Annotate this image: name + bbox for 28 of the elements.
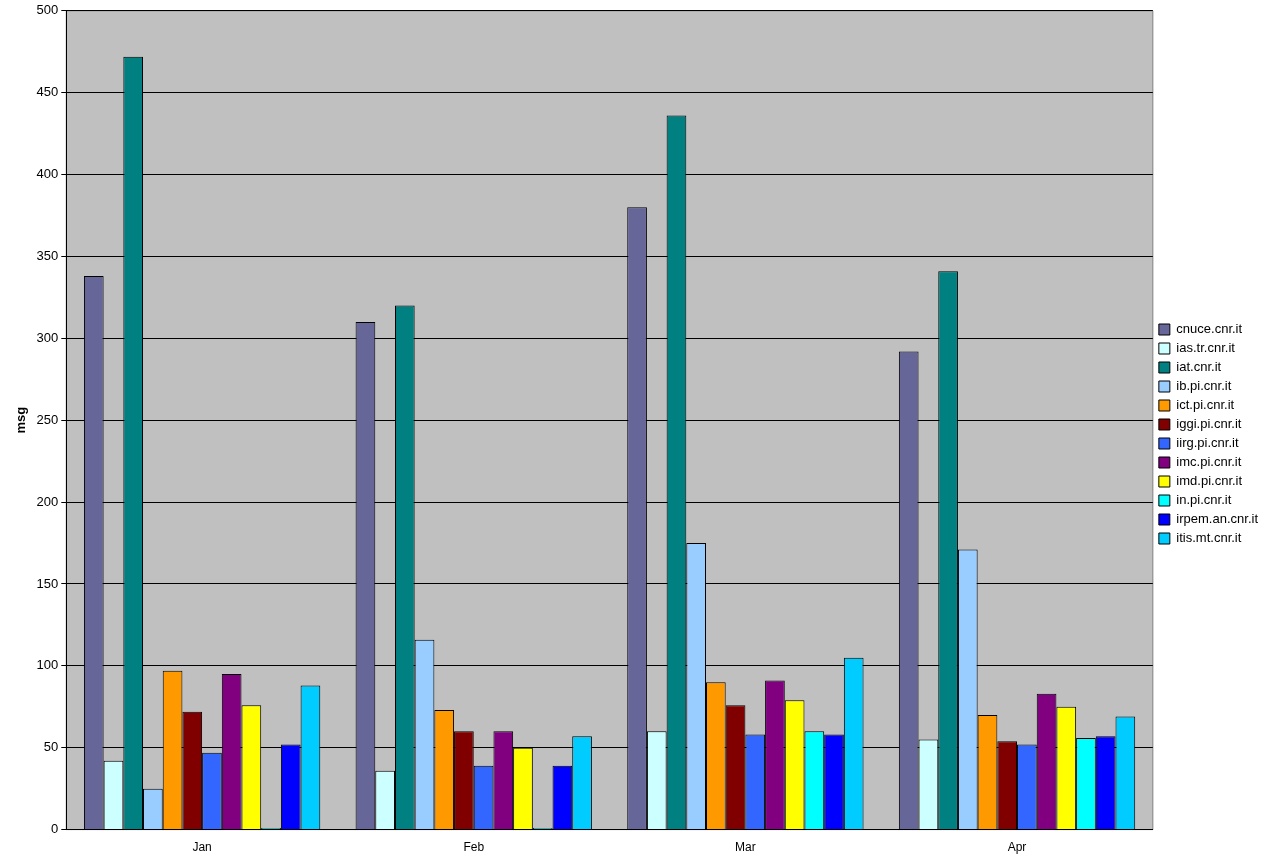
legend-label: ias.tr.cnr.it [1176,340,1236,356]
legend-label: iat.cnr.it [1176,359,1222,375]
y-tick-label: 250 [36,411,59,427]
y-axis-title: msg [13,406,29,434]
x-tick-label: Mar [735,840,756,855]
legend-label: imc.pi.cnr.it [1176,454,1242,470]
y-tick-label: 400 [36,166,59,182]
legend-label: itis.mt.cnr.it [1176,530,1242,546]
y-tick-label: 350 [36,248,59,264]
y-tick-label: 300 [36,329,59,345]
legend-label: iirg.pi.cnr.it [1176,435,1239,451]
y-tick-label: 100 [36,657,59,673]
y-tick-label: 50 [43,739,59,755]
y-tick-label: 500 [36,2,59,18]
legend-label: ict.pi.cnr.it [1176,397,1235,413]
x-tick-label: Jan [192,840,212,855]
y-tick-label: 450 [36,84,59,100]
y-tick-label: 200 [36,493,59,509]
legend-label: cnuce.cnr.it [1176,321,1243,337]
legend-label: irpem.an.cnr.it [1176,511,1259,527]
x-tick-label: Feb [463,840,485,855]
legend-label: ib.pi.cnr.it [1176,378,1232,394]
legend-label: in.pi.cnr.it [1176,492,1232,508]
y-tick-label: 150 [36,575,59,591]
legend-label: imd.pi.cnr.it [1176,473,1243,489]
x-tick-label: Apr [1007,840,1027,855]
legend-label: iggi.pi.cnr.it [1176,416,1242,432]
y-tick-label: 0 [51,821,59,837]
